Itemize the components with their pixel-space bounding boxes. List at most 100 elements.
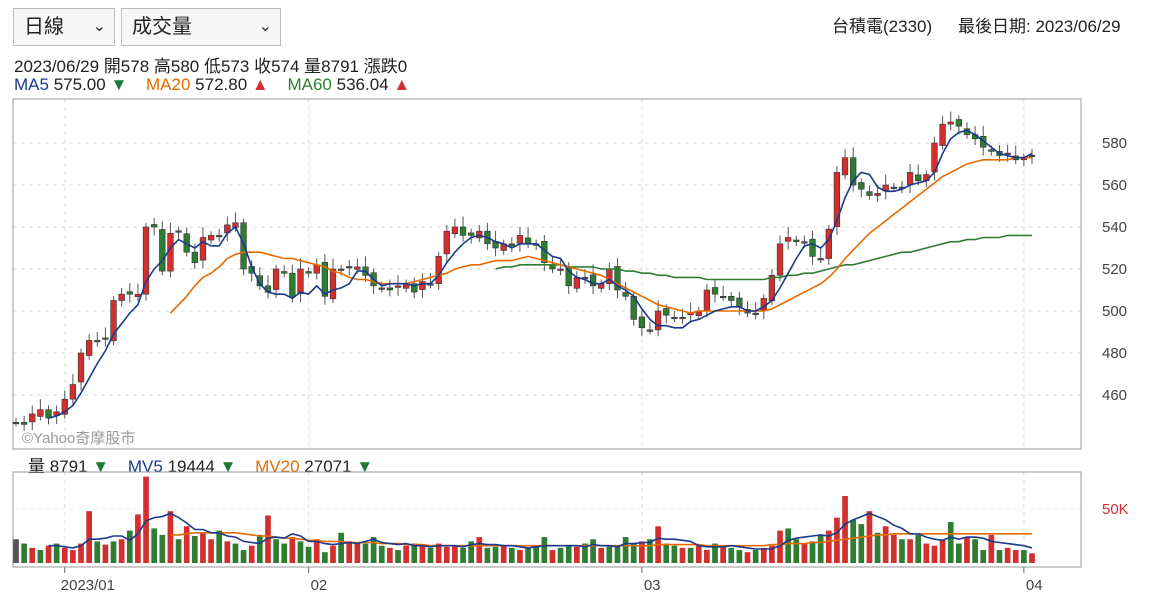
ma20-line: [169, 156, 1032, 314]
candle-body: [451, 226, 459, 235]
volume-bar: [102, 544, 109, 563]
price-tick-label: 560: [1102, 177, 1127, 194]
volume-bar: [801, 543, 808, 563]
volume-bar: [443, 546, 450, 563]
volume-bar: [671, 545, 678, 563]
candle-body: [346, 266, 353, 269]
candle-body: [850, 157, 857, 186]
volume-panel-frame: [12, 471, 1082, 568]
candle-body: [419, 281, 426, 290]
volume-bar: [565, 545, 572, 563]
volume-bar: [582, 543, 588, 563]
candle-body: [809, 238, 816, 257]
candle-body: [549, 264, 556, 270]
candle-body: [955, 119, 962, 127]
candle-body: [459, 226, 467, 236]
candle-body: [37, 409, 44, 417]
volume-bar: [639, 541, 645, 563]
candle-body: [557, 268, 564, 271]
volume-bar: [248, 545, 255, 563]
candle-body: [61, 398, 68, 415]
candle-body: [29, 413, 36, 423]
ma5-value: 575.00: [53, 75, 106, 94]
price-tick-label: 580: [1102, 135, 1127, 152]
candle-body: [728, 295, 735, 301]
quote-line: 2023/06/29 開578 高580 低573 收574 量8791 漲跌0: [14, 57, 408, 76]
volume-bar: [435, 543, 442, 563]
vol-label: 量: [28, 457, 45, 476]
mv20-arrow: ▼: [356, 457, 374, 476]
volume-bar: [744, 552, 751, 563]
candle-body: [159, 229, 166, 272]
stock-name: 台積電(2330): [832, 17, 933, 36]
volume-bar: [728, 547, 735, 563]
candle-body: [386, 287, 394, 291]
candle-body: [443, 230, 450, 255]
candle-body: [858, 182, 865, 190]
ma60-arrow: ▲: [393, 75, 411, 94]
volume-bar: [996, 550, 1003, 563]
volume-bar: [61, 547, 68, 563]
volume-bar: [573, 546, 580, 563]
candle-body: [118, 293, 125, 301]
indicator-select[interactable]: 成交量 ⌄: [121, 8, 281, 46]
candle-body: [77, 352, 85, 383]
volume-bar: [842, 496, 848, 563]
candle-body: [663, 308, 670, 316]
volume-bar: [931, 545, 938, 563]
volume-bar: [1029, 553, 1035, 563]
volume-bar: [452, 545, 458, 563]
month-label: 02: [311, 577, 328, 594]
mv20-value: 27071: [304, 457, 352, 476]
candle-body: [289, 272, 296, 297]
volume-bar: [858, 524, 865, 563]
volume-bar: [972, 539, 978, 563]
period-select[interactable]: 日線 ⌄: [13, 8, 115, 46]
candle-body: [394, 285, 402, 288]
volume-bar: [956, 543, 962, 563]
volume-bar: [86, 511, 92, 563]
volume-bar: [825, 530, 832, 563]
volume-bar: [752, 550, 759, 563]
volume-bar: [508, 547, 515, 563]
volume-bar: [419, 545, 426, 563]
volume-bar: [151, 528, 158, 563]
mv5-arrow: ▼: [219, 457, 237, 476]
volume-bar: [200, 532, 206, 563]
candle-body: [947, 121, 954, 125]
volume-bar: [1021, 550, 1027, 563]
candle-body: [354, 266, 361, 270]
price-tick-label: 540: [1102, 219, 1127, 236]
period-select-value: 日線: [24, 16, 64, 38]
candle-body: [711, 287, 719, 295]
volume-bar: [549, 550, 556, 563]
volume-bar: [305, 546, 312, 563]
volume-bar: [256, 534, 263, 563]
candle-body: [516, 235, 524, 244]
volume-bar: [118, 539, 125, 563]
volume-bar: [874, 532, 881, 563]
candle-body: [329, 268, 337, 300]
candle-body: [142, 226, 150, 295]
candle-body: [151, 224, 158, 228]
price-tick-label: 520: [1102, 261, 1127, 278]
volume-bar: [135, 514, 141, 563]
volume-bar: [378, 545, 385, 563]
volume-bar: [923, 543, 930, 563]
volume-bar: [370, 537, 377, 563]
price-panel-frame: [12, 98, 1082, 450]
volume-bar: [622, 537, 629, 563]
volume-bar: [29, 547, 36, 563]
candle-body: [272, 268, 280, 290]
ma20-arrow: ▲: [251, 75, 269, 94]
volume-bar: [232, 543, 239, 563]
candle-body: [476, 230, 483, 239]
volume-bar: [297, 541, 304, 563]
candle-body: [866, 191, 873, 196]
candle-body: [94, 340, 101, 343]
candle-body: [281, 271, 288, 274]
candle-body: [874, 193, 881, 196]
candle-body: [719, 295, 727, 299]
ma5-label: MA5: [14, 75, 49, 94]
